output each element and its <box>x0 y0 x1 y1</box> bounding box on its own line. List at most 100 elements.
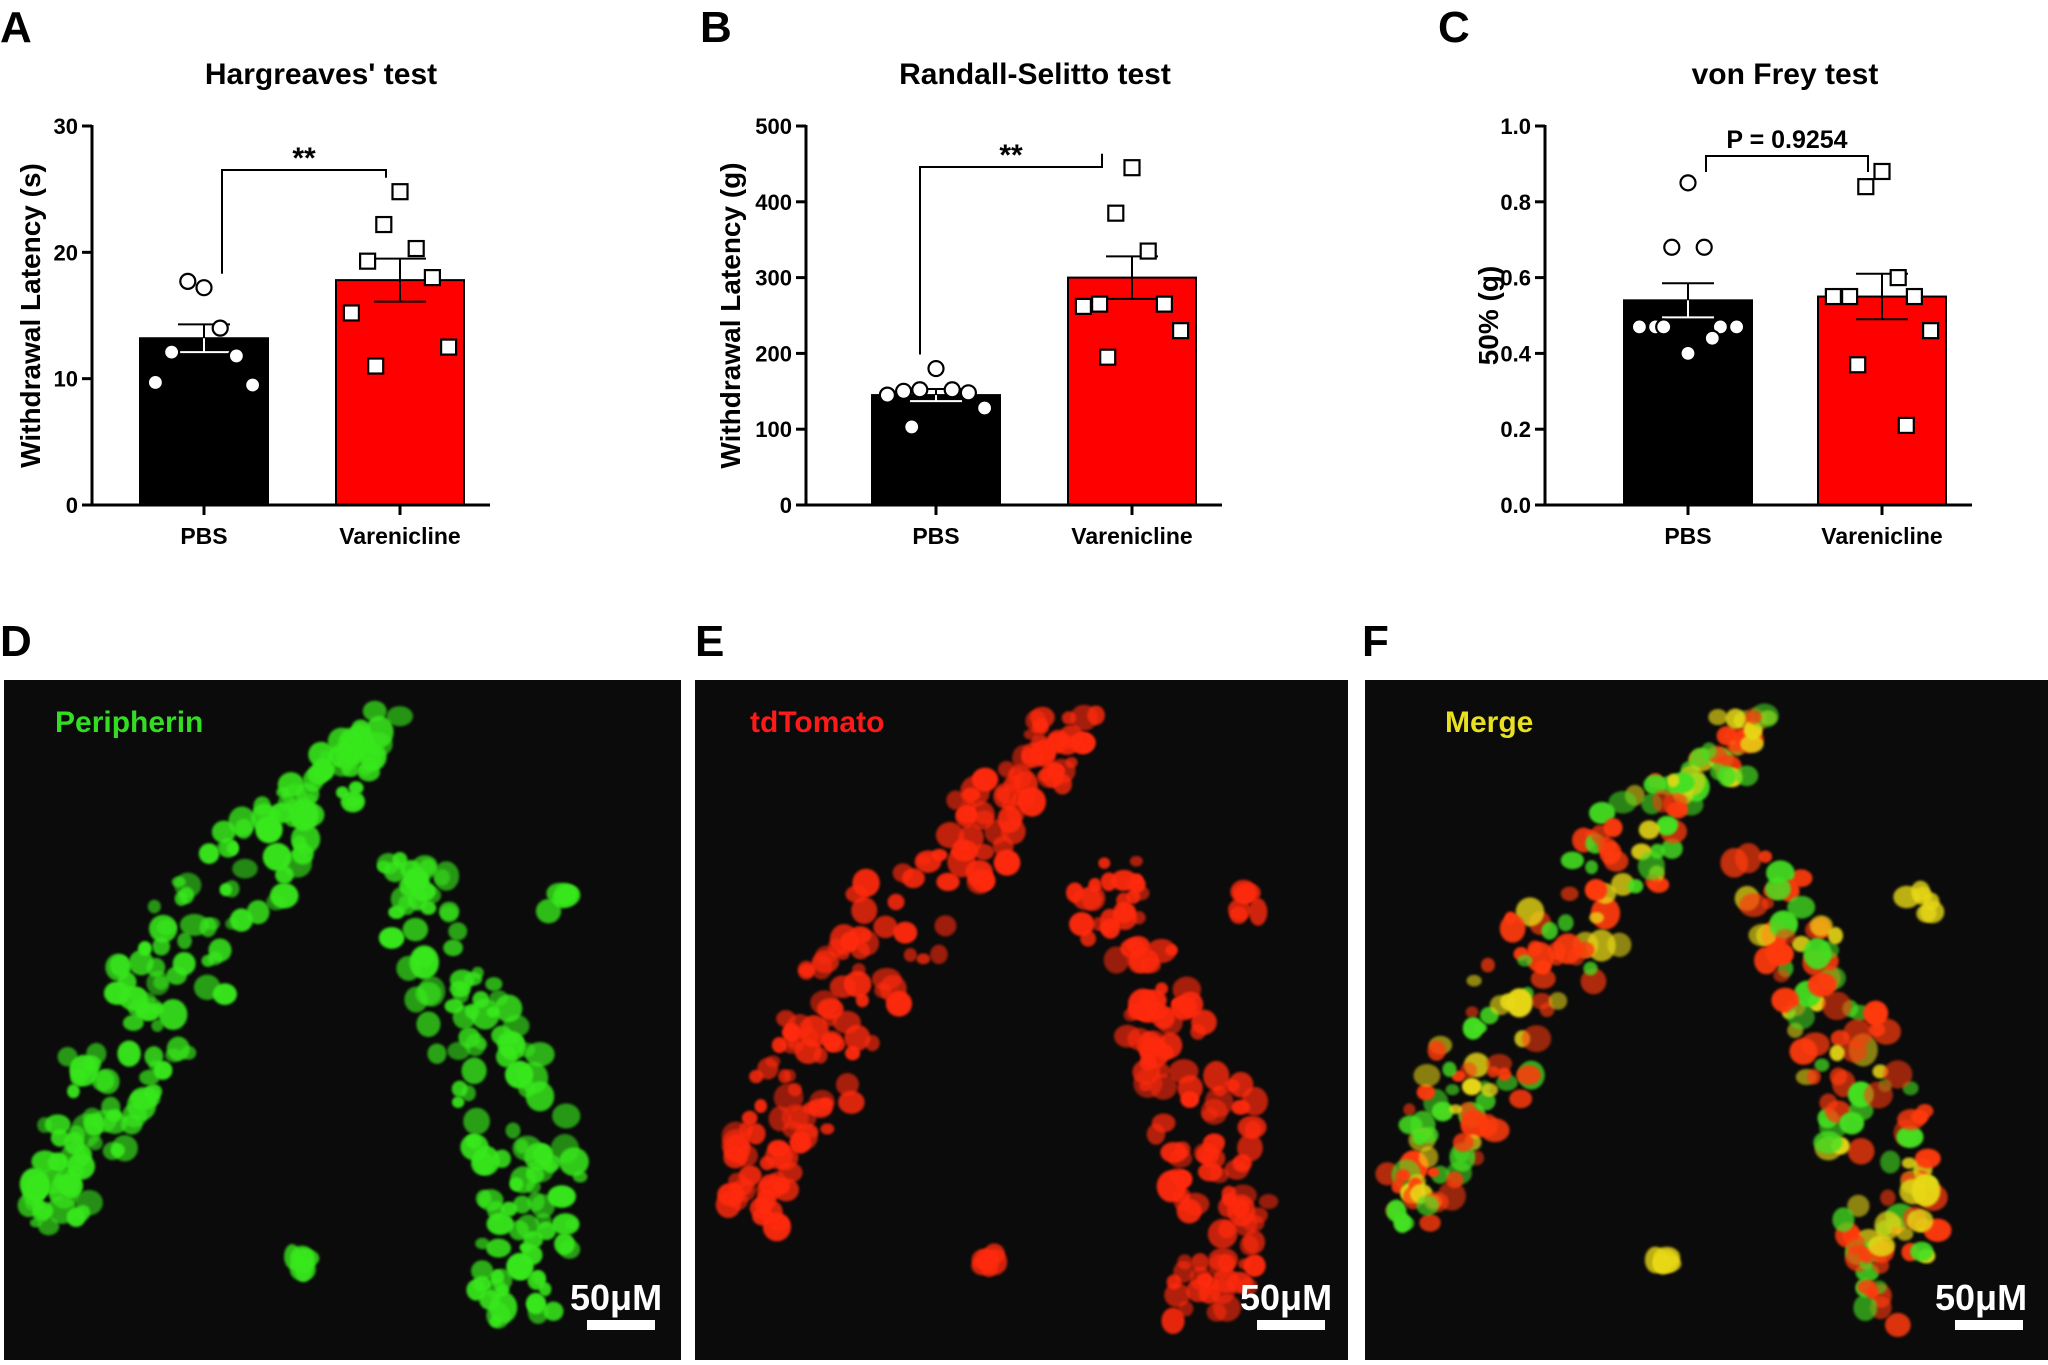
cell <box>153 975 169 990</box>
cell <box>1803 937 1832 970</box>
cell <box>1548 992 1568 1010</box>
cell <box>148 914 178 943</box>
cell <box>1224 1159 1249 1180</box>
cell <box>147 899 161 914</box>
cell <box>1165 944 1178 956</box>
data-point <box>440 338 458 356</box>
cell <box>1180 1091 1200 1108</box>
y-tick-label: 400 <box>755 190 792 215</box>
cell <box>1787 895 1816 919</box>
cell <box>954 838 970 851</box>
cell <box>741 1110 758 1126</box>
cell <box>1829 1044 1845 1062</box>
cell <box>771 1037 787 1054</box>
cell <box>148 1060 162 1072</box>
cell <box>508 1220 530 1241</box>
cell <box>547 1185 576 1208</box>
y-axis-title: Withdrawal Latency (g) <box>715 162 746 468</box>
cell <box>495 1045 518 1068</box>
cell <box>1880 1189 1896 1207</box>
cell <box>1203 1060 1230 1091</box>
cell-cluster <box>17 700 589 1329</box>
cell <box>1237 1133 1263 1162</box>
cell <box>1516 1065 1541 1085</box>
chart-title: von Frey test <box>1692 58 1879 91</box>
cell <box>903 948 917 962</box>
cell <box>1557 914 1574 932</box>
cell <box>177 932 192 950</box>
cell <box>788 1082 802 1097</box>
cell <box>934 915 957 937</box>
micrograph-background <box>4 680 681 1360</box>
y-tick-label: 20 <box>54 240 78 265</box>
cell <box>246 900 270 925</box>
cell <box>122 1014 144 1031</box>
cell <box>572 1170 588 1183</box>
cell <box>838 1090 865 1114</box>
cell <box>851 896 878 925</box>
cell <box>1061 711 1077 725</box>
cell <box>418 976 446 1007</box>
cell <box>1754 946 1779 975</box>
cell <box>835 1073 859 1097</box>
x-tick-label: PBS <box>1664 523 1711 549</box>
panel-letter: D <box>0 617 32 666</box>
cell <box>1500 993 1516 1010</box>
cell <box>460 1133 489 1161</box>
cell <box>797 960 816 980</box>
cell <box>1667 801 1689 819</box>
cell <box>1827 926 1844 945</box>
cell <box>1899 1178 1927 1205</box>
cell <box>1726 742 1739 753</box>
cell <box>893 921 918 944</box>
cell <box>525 1292 547 1315</box>
cell <box>1777 951 1790 964</box>
stain-label: Peripherin <box>55 706 203 739</box>
cell <box>887 893 905 911</box>
cell <box>1100 872 1118 892</box>
cell <box>1773 968 1790 983</box>
cell <box>158 999 188 1030</box>
cell <box>69 1054 99 1087</box>
cell <box>83 1112 105 1136</box>
cell <box>1190 1023 1206 1040</box>
data-point <box>1679 174 1697 192</box>
cell <box>1403 1103 1416 1116</box>
cell <box>232 858 258 879</box>
cell <box>1800 1032 1830 1057</box>
cell <box>1114 1024 1141 1048</box>
cell <box>1868 1022 1886 1037</box>
data-point <box>911 381 929 399</box>
data-point <box>423 269 441 287</box>
cell <box>1243 1254 1266 1277</box>
cell <box>1819 1093 1838 1112</box>
cell <box>813 1047 828 1064</box>
cell <box>1914 1148 1941 1169</box>
cell <box>1452 1132 1474 1153</box>
cell <box>1638 820 1660 840</box>
y-tick-label: 0 <box>66 493 78 518</box>
cell <box>1386 1199 1407 1222</box>
data-point <box>1897 416 1915 435</box>
y-axis-title: 50% (g) <box>1473 266 1504 366</box>
cell <box>521 1244 543 1265</box>
cell <box>1586 929 1616 962</box>
cell <box>1110 869 1138 892</box>
cell <box>1666 773 1680 788</box>
data-point <box>195 279 213 297</box>
cell <box>1847 1194 1870 1218</box>
cell <box>1806 1068 1821 1085</box>
cell <box>75 1189 103 1216</box>
cell <box>1207 1218 1238 1249</box>
y-tick-label: 500 <box>755 114 792 139</box>
data-point <box>1711 318 1730 336</box>
panel-letter: A <box>0 3 32 52</box>
cell <box>1813 1131 1843 1154</box>
cell <box>207 951 223 966</box>
cell <box>971 767 999 792</box>
cell <box>448 922 468 941</box>
cell <box>87 1135 103 1151</box>
cell <box>1080 930 1097 947</box>
data-point <box>146 373 164 392</box>
data-point <box>1099 348 1117 366</box>
